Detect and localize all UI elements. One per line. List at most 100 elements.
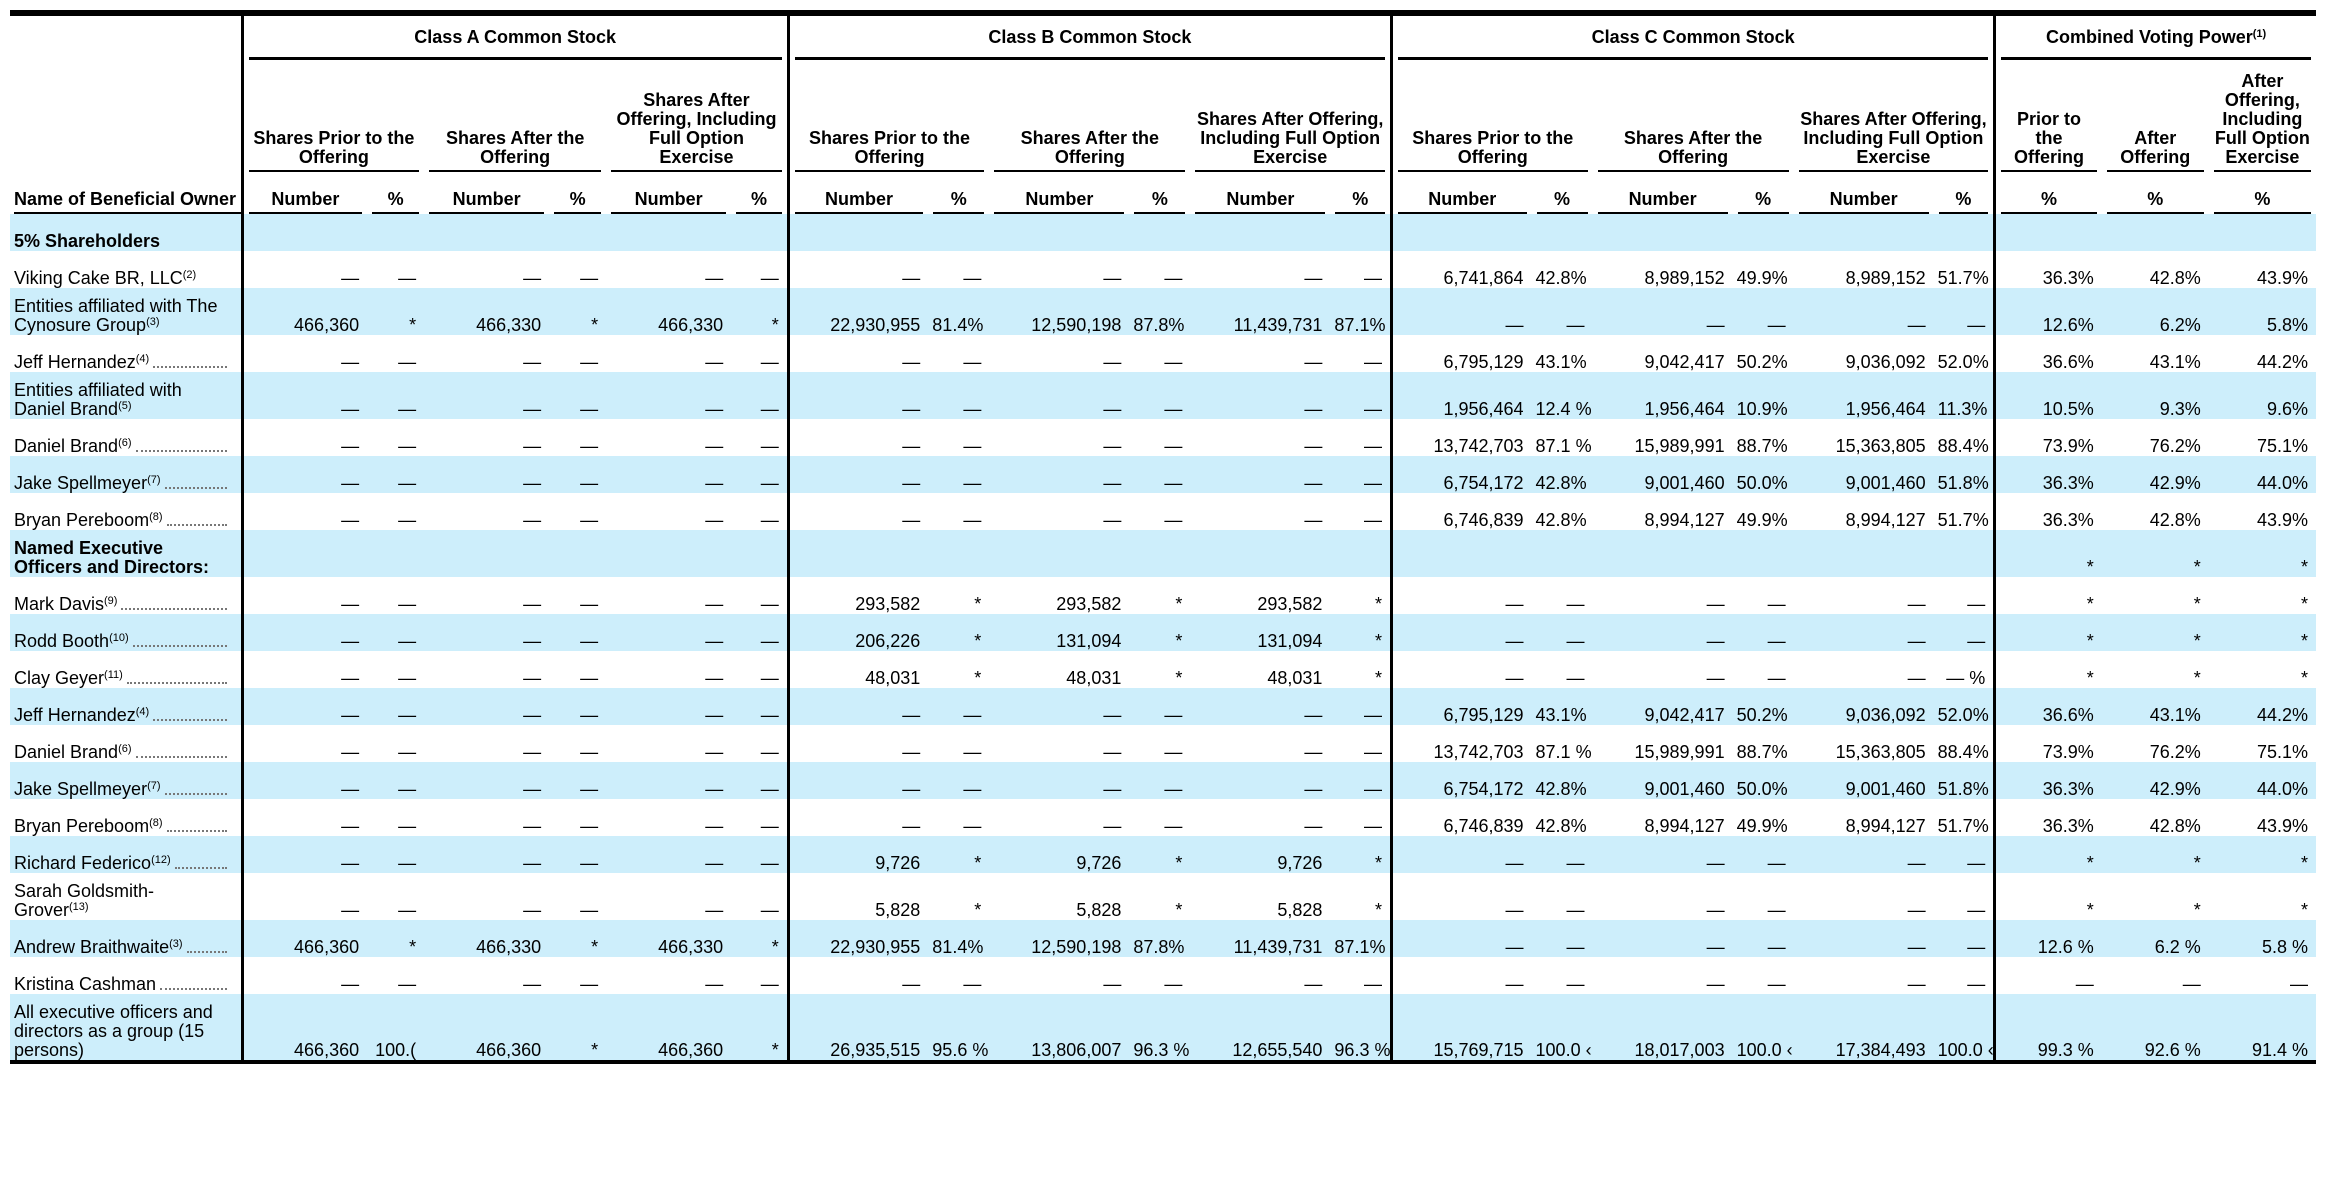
cell: *	[2208, 530, 2316, 577]
cell-value: —	[963, 399, 982, 419]
ownership-table: Name of Beneficial Owner Class A Common S…	[10, 10, 2316, 1064]
leader	[174, 867, 227, 869]
column-header: Shares Prior to the Offering	[240, 60, 425, 172]
cell-value: 96.3 %	[1133, 1040, 1190, 1060]
leader	[164, 793, 227, 795]
cell-value: 6.2%	[2159, 315, 2201, 335]
cell-value: 6,746,839	[1443, 510, 1524, 530]
data-row: Richard Federico(12) — — — — — — 9,726 * 9,726 * 9,…	[10, 836, 2316, 873]
data-row: Rodd Booth(10) — — — — — — 206,226 * 131,094 * 131,…	[10, 614, 2316, 651]
cell-value: 87.8%	[1133, 937, 1185, 957]
owner-name: Andrew Braithwaite(3)	[10, 920, 243, 957]
cell-value: 49.9%	[1736, 816, 1788, 836]
cell-value: —	[1164, 742, 1183, 762]
name: Viking Cake BR, LLC	[14, 268, 183, 288]
group-title: Class A Common Stock	[414, 27, 617, 47]
cell-value: —	[760, 436, 779, 456]
cell: 51.7%	[1934, 251, 1995, 288]
cell-value: *	[2300, 557, 2308, 577]
cell-value: 9.3%	[2159, 399, 2201, 419]
cell-value: —	[1505, 900, 1524, 920]
cell-value: —	[760, 974, 779, 994]
cell-value: 43.1%	[2149, 352, 2201, 372]
name-text: Bryan Pereboom(8)	[14, 817, 163, 836]
cell: *	[1993, 836, 2102, 873]
cell-value: —	[1103, 510, 1122, 530]
name-text: All executive officers and directors as …	[14, 1003, 223, 1060]
cell	[1190, 214, 1331, 251]
cell: —	[549, 251, 606, 288]
cell-value: —	[1363, 974, 1382, 994]
name-text: Sarah Goldsmith-Grover(13)	[14, 882, 223, 920]
sub-header: Number	[240, 172, 368, 214]
cell-value: 8,994,127	[1845, 816, 1926, 836]
cell: —	[1531, 920, 1593, 957]
cell-value: 5,828	[1277, 900, 1323, 920]
name-wrap: Bryan Pereboom(8)	[14, 817, 233, 836]
cell: 9.6%	[2208, 372, 2316, 419]
cell-value: —	[341, 668, 360, 688]
cell: —	[1531, 614, 1593, 651]
cell: —	[786, 725, 929, 762]
cell: —	[424, 372, 550, 419]
cell: —	[731, 419, 788, 456]
cell-value: *	[409, 937, 417, 957]
cell: —	[786, 799, 929, 836]
cell-value: 12,590,198	[1031, 315, 1122, 335]
cell: 5,828	[786, 873, 929, 920]
cell: —	[367, 493, 424, 530]
cell: —	[1129, 419, 1190, 456]
cell-value: 51.8%	[1937, 779, 1989, 799]
cell-value: 15,363,805	[1835, 742, 1926, 762]
cell-value: —	[1304, 974, 1323, 994]
cell: 99.3 %	[1993, 994, 2102, 1062]
footnote-ref: (4)	[135, 706, 150, 718]
cell: 11.3%	[1933, 372, 1995, 419]
cell-value: *	[2086, 900, 2094, 920]
cell: 15,989,991	[1593, 725, 1733, 762]
name-text: Jeff Hernandez(4)	[14, 353, 149, 372]
name-text: Richard Federico(12)	[14, 854, 171, 873]
cell-value: *	[2086, 557, 2094, 577]
sub-title: %	[736, 176, 782, 214]
cell: 48,031	[1190, 651, 1330, 688]
cell: 10.5%	[1993, 372, 2102, 419]
cell	[786, 214, 929, 251]
cell-value: 9,036,092	[1845, 352, 1926, 372]
cell: —	[731, 493, 788, 530]
name: Rodd Booth	[14, 631, 110, 651]
cell: —	[367, 836, 425, 873]
cell-value: 9,001,460	[1644, 779, 1725, 799]
cell: —	[731, 762, 789, 799]
cell: 6.2%	[2101, 288, 2209, 335]
cell: 42.9%	[2101, 762, 2209, 799]
cell-value: *	[2086, 668, 2094, 688]
cell: —	[786, 251, 929, 288]
name: Andrew Braithwaite	[14, 937, 170, 957]
cell: 52.0%	[1934, 335, 1995, 372]
owner-name: Rodd Booth(10)	[10, 614, 243, 651]
cell-value: —	[580, 974, 599, 994]
cell: —	[1993, 957, 2102, 994]
cell: —	[1933, 614, 1995, 651]
cell-value: —	[1103, 974, 1122, 994]
cell-value: —	[1967, 631, 1986, 651]
cell: —	[1732, 288, 1794, 335]
column-title: After Offering, Including Full Option Ex…	[2213, 64, 2311, 172]
cell: —	[1389, 651, 1532, 688]
cell: —	[1190, 456, 1331, 493]
cell	[1330, 214, 1392, 251]
cell: 87.1%	[1330, 920, 1392, 957]
cell: —	[424, 957, 549, 994]
data-row: Viking Cake BR, LLC(2) — — — — — — — — — — — — 6,741,…	[10, 251, 2316, 288]
cell-value: 12,655,540	[1232, 1040, 1323, 1060]
cell-value: *	[1374, 900, 1382, 920]
cell: 8,989,152	[1794, 251, 1934, 288]
cell-value: 6,746,839	[1443, 816, 1524, 836]
cell-value: —	[341, 742, 360, 762]
cell: —	[424, 335, 549, 372]
cell-value: *	[2193, 900, 2201, 920]
cell: —	[606, 873, 731, 920]
cell: —	[1732, 836, 1794, 873]
cell-value: 18,017,003	[1634, 1040, 1725, 1060]
